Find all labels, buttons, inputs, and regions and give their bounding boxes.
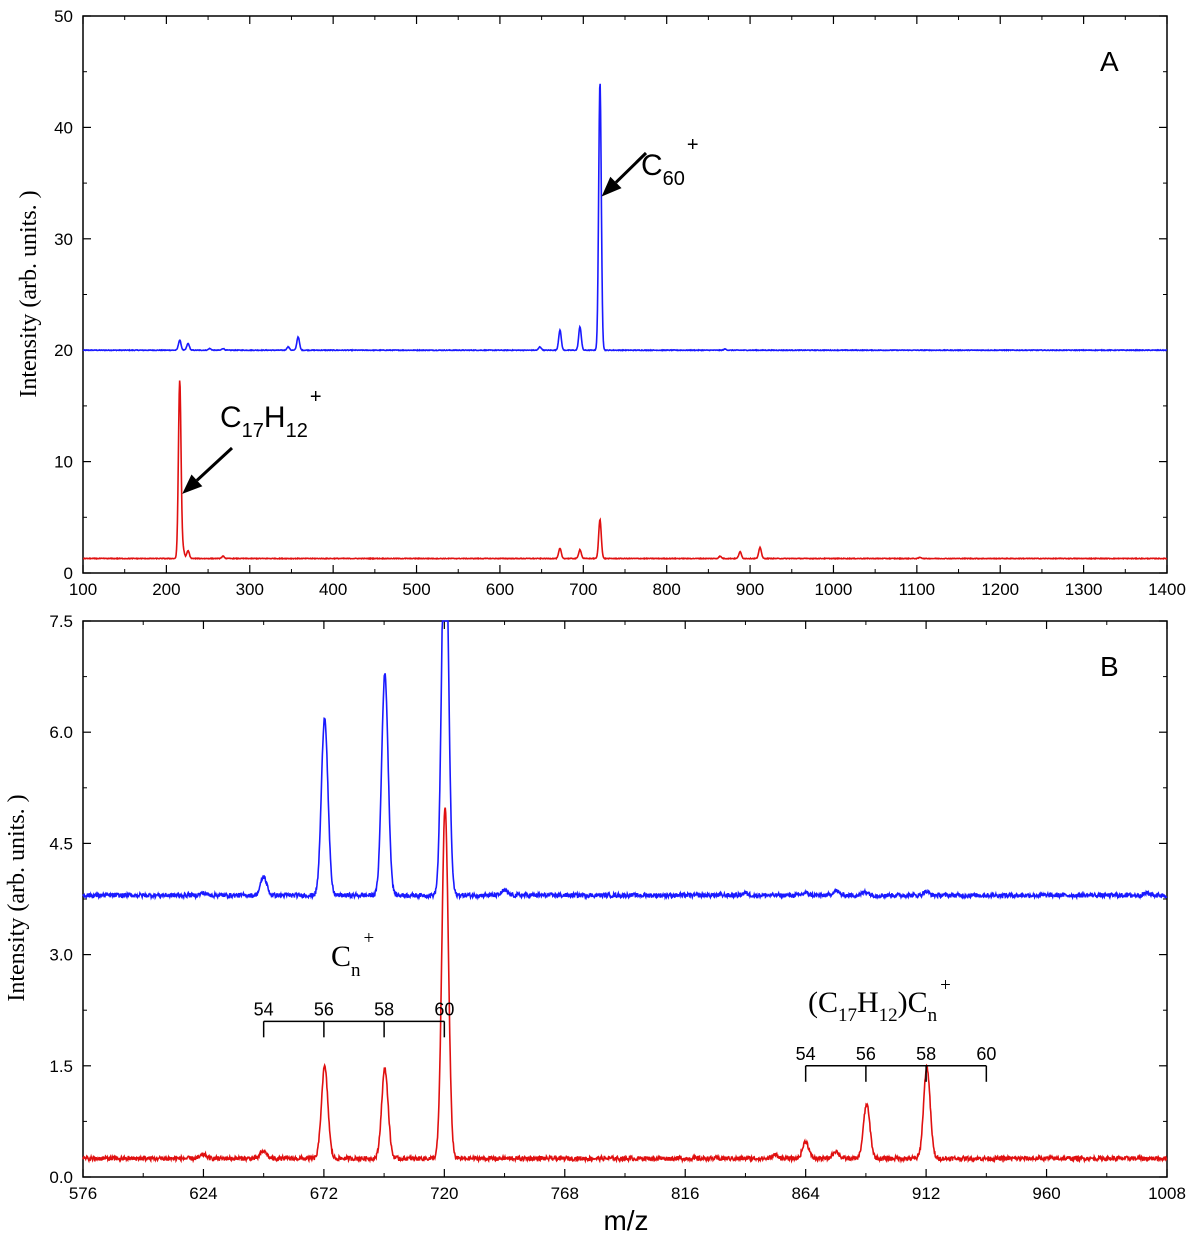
c17h12-sub2: 12 [286,420,308,442]
x-tick-label: 400 [319,580,347,599]
y-tick-label: 6.0 [49,723,73,742]
c17h12-annotation: C17H12+ [182,386,322,494]
x-tick-label: 624 [189,1184,217,1203]
panel-a-frame [82,15,1168,574]
c60-base: C [641,149,663,182]
bracket-tick-label: 54 [796,1044,816,1064]
x-tick-label: 1000 [815,580,853,599]
x-tick-label: 900 [736,580,764,599]
x-tick-label: 1300 [1065,580,1103,599]
c17h12-sup: + [310,386,322,408]
panel-a: 100 200 300 400 500 600 700 800 900 1000 1100 1200 1… [16,7,1186,599]
panel-b-xlabel: m/z [603,1205,648,1236]
svg-text:C60+: C60+ [641,134,699,190]
c17h12cn-open: (C [808,986,838,1019]
x-tick-label: 100 [69,580,97,599]
x-tick-label: 720 [430,1184,458,1203]
panel-b-series-line-1 [82,807,1168,1164]
cn-sub: n [351,960,361,981]
c17h12-arrowhead [182,474,203,494]
c17h12-sub1: 17 [242,420,264,442]
x-tick-label: 960 [1032,1184,1060,1203]
c60-arrow [614,151,648,184]
c17h12cn-sup: + [940,975,951,996]
x-tick-label: 768 [551,1184,579,1203]
x-tick-label: 300 [236,580,264,599]
panel-b-series-line-0 [82,620,1168,901]
panel-a-letter: A [1100,46,1119,77]
x-tick-label: 1100 [899,580,936,599]
x-tick-label: 1008 [1148,1184,1186,1203]
cn-base: C [331,940,351,973]
y-tick-label: 40 [54,118,73,137]
y-tick-label: 0.0 [49,1168,73,1187]
y-tick-label: 4.5 [49,834,73,853]
x-tick-label: 912 [912,1184,940,1203]
panel-b: 576 624 672 720 768 816 864 912 960 1008 0.0 1.5 3.… [4,612,1186,1236]
bracket-tick-label: 58 [916,1044,936,1064]
bracket-tick-label: 56 [856,1044,876,1064]
c60-arrowhead [601,176,622,197]
panel-a-series-line-1 [82,380,1168,561]
panel-b-y-ticks: 0.0 1.5 3.0 4.5 6.0 7.5 [49,612,1167,1187]
c60-sup: + [687,134,699,156]
x-tick-label: 200 [152,580,180,599]
panel-b-ylabel: Intensity (arb. units. ) [4,794,30,1001]
c17h12-base1: C [220,401,242,434]
c17h12cn-mid: H [857,986,879,1019]
y-tick-label: 0 [64,564,73,583]
y-tick-label: 7.5 [49,612,73,631]
x-tick-label: 1400 [1148,580,1186,599]
c17h12-base2: H [264,401,286,434]
svg-text:C17H12+: C17H12+ [220,386,322,442]
c17h12cn-sub2: 12 [879,1005,898,1026]
c17h12cn-sub1: 17 [838,1005,857,1026]
bracket-tick-label: 56 [314,999,334,1019]
c60-sub: 60 [663,168,685,190]
panel-a-series-line-0 [82,83,1168,352]
c60-annotation: C60+ [601,134,699,197]
x-tick-label: 816 [671,1184,699,1203]
panel-a-ylabel: Intensity (arb. units. ) [16,190,42,397]
x-tick-label: 1200 [981,580,1019,599]
x-tick-label: 600 [486,580,514,599]
c17h12cn-sub3: n [928,1005,938,1026]
y-tick-label: 30 [54,230,73,249]
y-tick-label: 1.5 [49,1057,73,1076]
panel-a-x-ticks: 100 200 300 400 500 600 700 800 900 1000 1100 1200 1… [69,16,1186,599]
cn-label: Cn+ [331,928,374,981]
c17h12-arrow [195,446,234,482]
panel-b-letter: B [1100,651,1119,682]
x-tick-label: 864 [791,1184,819,1203]
y-tick-label: 3.0 [49,946,73,965]
x-tick-label: 672 [310,1184,338,1203]
panel-b-frame [82,620,1168,1178]
c17h12cn-label: (C17H12)Cn+ [808,975,951,1026]
bracket-tick-label: 60 [976,1044,996,1064]
x-tick-label: 500 [402,580,430,599]
bracket-tick-label: 60 [434,999,454,1019]
bracket-tick-label: 58 [374,999,394,1019]
bracket-tick-label: 54 [254,999,274,1019]
cn-bracket: 54 56 58 60 [254,999,454,1038]
y-tick-label: 10 [54,453,73,472]
x-tick-label: 576 [69,1184,97,1203]
c17h12cn-close: )C [898,986,928,1019]
y-tick-label: 20 [54,341,73,360]
panel-a-series [82,83,1168,561]
panel-b-x-ticks: 576 624 672 720 768 816 864 912 960 1008 [69,621,1186,1203]
panel-a-y-ticks: 0 10 20 30 40 50 [54,7,1167,583]
x-tick-label: 700 [569,580,597,599]
y-tick-label: 50 [54,7,73,26]
panel-b-series [82,620,1168,1164]
cn-sup: + [364,928,375,949]
c17h12cn-bracket: 54 56 58 60 [796,1044,996,1082]
x-tick-label: 800 [653,580,681,599]
